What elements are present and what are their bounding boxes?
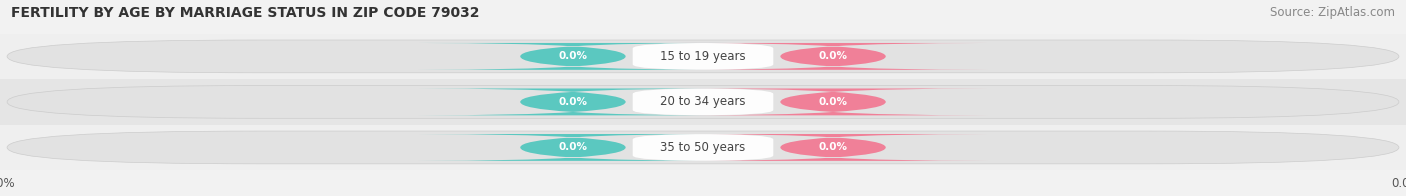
- Text: 0.0%: 0.0%: [558, 51, 588, 61]
- FancyBboxPatch shape: [678, 88, 988, 115]
- FancyBboxPatch shape: [418, 88, 728, 115]
- Text: 15 to 19 years: 15 to 19 years: [661, 50, 745, 63]
- Text: 20 to 34 years: 20 to 34 years: [661, 95, 745, 108]
- Text: 0.0%: 0.0%: [818, 142, 848, 152]
- FancyBboxPatch shape: [0, 125, 1406, 170]
- FancyBboxPatch shape: [678, 43, 988, 70]
- FancyBboxPatch shape: [633, 43, 773, 70]
- FancyBboxPatch shape: [7, 131, 1399, 164]
- FancyBboxPatch shape: [418, 134, 728, 161]
- Text: Source: ZipAtlas.com: Source: ZipAtlas.com: [1270, 6, 1395, 19]
- FancyBboxPatch shape: [7, 40, 1399, 73]
- Text: 35 to 50 years: 35 to 50 years: [661, 141, 745, 154]
- FancyBboxPatch shape: [633, 134, 773, 161]
- Text: FERTILITY BY AGE BY MARRIAGE STATUS IN ZIP CODE 79032: FERTILITY BY AGE BY MARRIAGE STATUS IN Z…: [11, 6, 479, 20]
- FancyBboxPatch shape: [7, 85, 1399, 118]
- Text: 0.0%: 0.0%: [558, 142, 588, 152]
- Text: 0.0%: 0.0%: [818, 97, 848, 107]
- FancyBboxPatch shape: [633, 88, 773, 115]
- Text: 0.0%: 0.0%: [818, 51, 848, 61]
- FancyBboxPatch shape: [0, 79, 1406, 125]
- FancyBboxPatch shape: [0, 34, 1406, 79]
- Text: 0.0%: 0.0%: [558, 97, 588, 107]
- FancyBboxPatch shape: [678, 134, 988, 161]
- FancyBboxPatch shape: [418, 43, 728, 70]
